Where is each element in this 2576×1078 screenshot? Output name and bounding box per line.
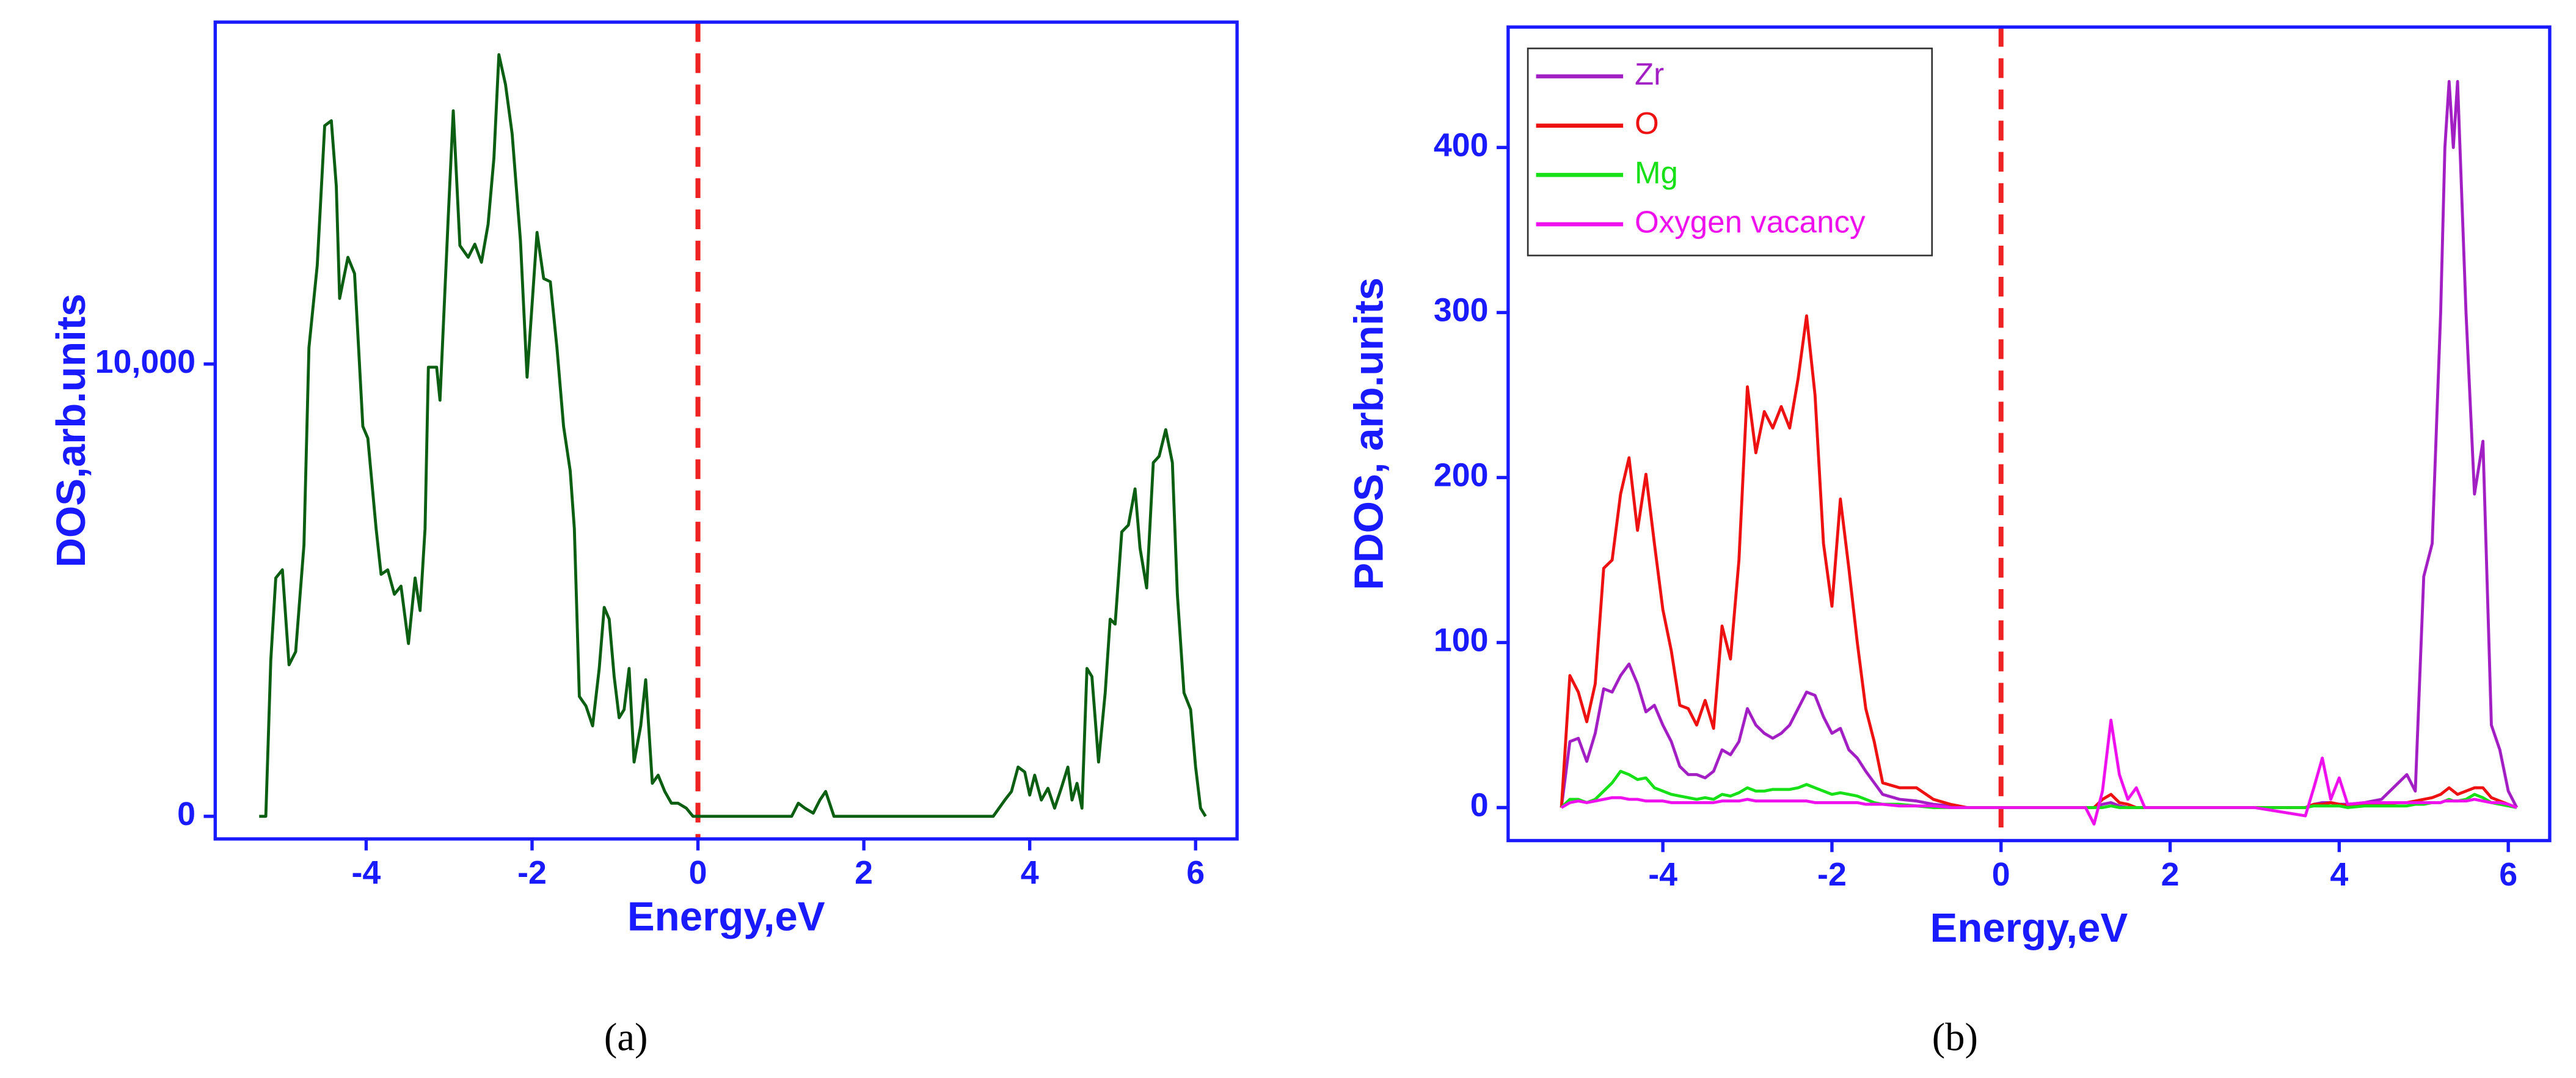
- legend-label: Mg: [1635, 155, 1678, 190]
- x-tick-label: -4: [352, 854, 381, 891]
- x-tick-label: 2: [2161, 856, 2180, 893]
- y-tick-label: 200: [1434, 457, 1489, 494]
- x-tick-label: -2: [517, 854, 547, 891]
- caption: (a): [604, 1014, 648, 1058]
- legend-label: Zr: [1635, 56, 1664, 91]
- data-line: [259, 53, 1207, 818]
- x-tick-label: 4: [2330, 856, 2348, 893]
- x-tick-label: 0: [1992, 856, 2010, 893]
- y-tick-label: 100: [1434, 622, 1489, 659]
- y-axis-label: DOS,arb.units: [48, 293, 94, 567]
- plot-frame: [213, 20, 1239, 841]
- x-tick-label: -2: [1817, 856, 1847, 893]
- x-tick-label: -4: [1648, 856, 1677, 893]
- y-tick-label: 400: [1434, 127, 1489, 164]
- x-tick-label: 0: [689, 854, 707, 891]
- caption: (b): [1932, 1014, 1978, 1058]
- legend-box: [1527, 47, 1933, 257]
- y-tick-label: 10,000: [95, 343, 195, 380]
- data-line: [1560, 79, 2519, 809]
- data-line: [1560, 314, 2517, 809]
- x-axis-label: Energy,eV: [1930, 905, 2128, 951]
- x-tick-label: 6: [2499, 856, 2517, 893]
- x-tick-label: 6: [1186, 854, 1205, 891]
- y-axis-label: PDOS, arb.units: [1346, 277, 1392, 590]
- plot-frame: [1506, 25, 2552, 843]
- y-tick-label: 300: [1434, 292, 1489, 329]
- x-tick-label: 4: [1021, 854, 1039, 891]
- x-axis-label: Energy,eV: [627, 893, 825, 939]
- legend-label: Oxygen vacancy: [1635, 204, 1866, 239]
- y-tick-label: 0: [1470, 787, 1489, 824]
- y-tick-label: 0: [177, 796, 195, 832]
- legend-label: O: [1635, 106, 1659, 141]
- x-tick-label: 2: [855, 854, 873, 891]
- data-line: [1560, 718, 2517, 826]
